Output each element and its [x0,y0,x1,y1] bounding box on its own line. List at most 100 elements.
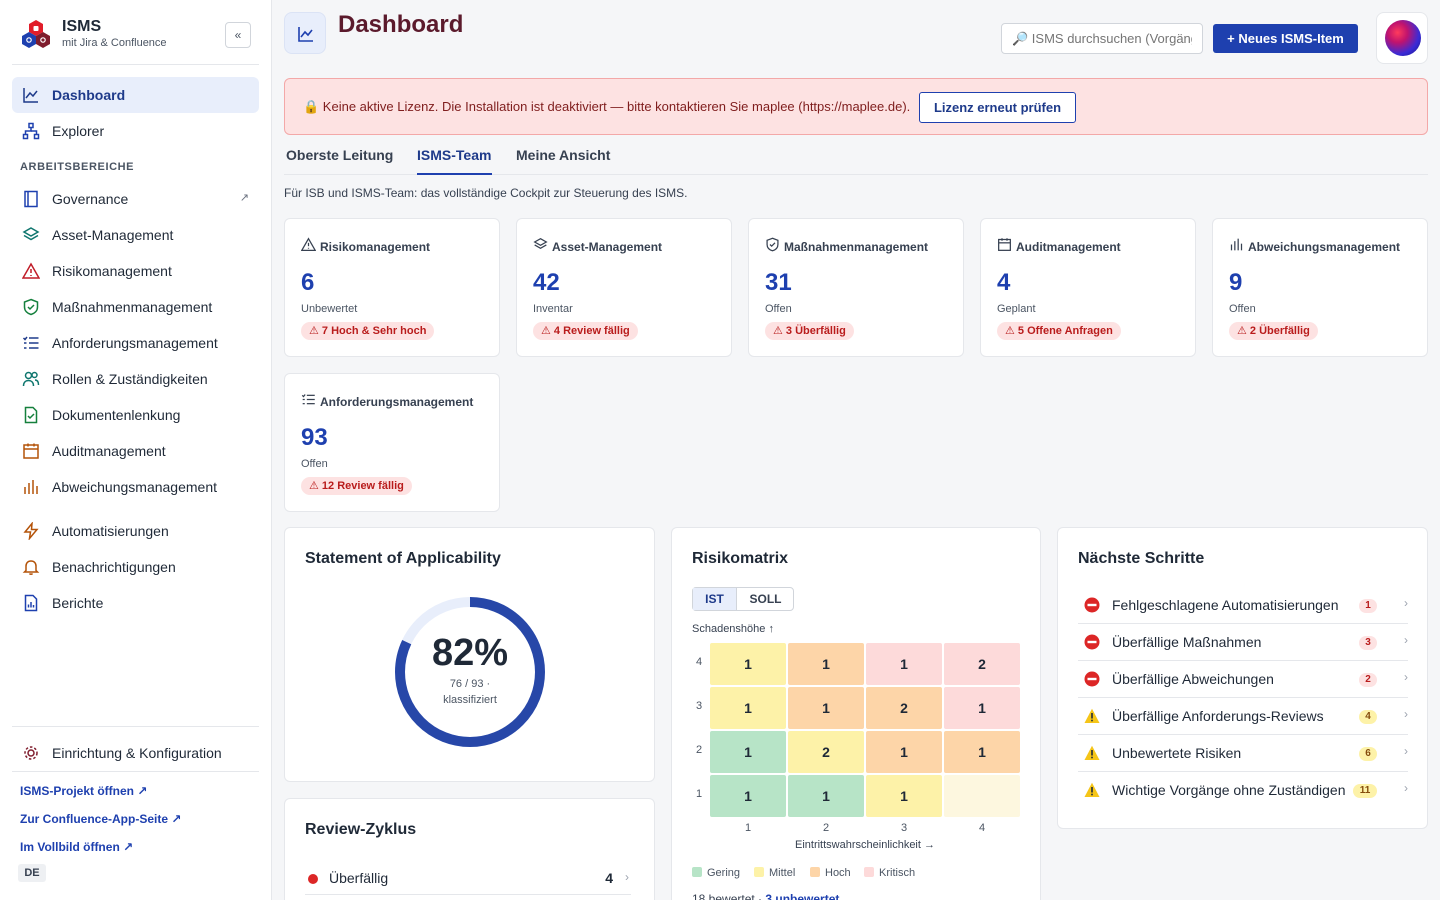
count-badge: 6 [1359,747,1377,761]
new-isms-item-button[interactable]: + Neues ISMS-Item [1213,24,1358,53]
legend-label: Kritisch [879,867,916,879]
risk-cell[interactable]: 1 [710,775,786,817]
link-open-isms-project[interactable]: ISMS-Projekt öffnen ↗ [20,784,148,798]
sidebar-item-benachrichtigungen[interactable]: Benachrichtigungen [12,549,259,585]
tab-oberste-leitung[interactable]: Oberste Leitung [286,147,394,163]
sidebar-item-automatisierungen[interactable]: Automatisierungen [12,513,259,549]
book-icon [22,190,40,208]
toggle-soll[interactable]: SOLL [749,592,782,606]
sidebar-item-asset-management[interactable]: Asset-Management [12,217,259,253]
kpi-value: 4 [997,269,1011,296]
sitemap-icon [22,122,40,140]
chevron-right-icon: › [1404,596,1408,610]
x-axis-label: Eintrittswahrscheinlichkeit → [795,839,935,851]
risk-cell[interactable] [944,775,1020,817]
risk-cell[interactable]: 1 [710,643,786,685]
risk-cell[interactable]: 1 [788,687,864,729]
kpi-card-risikomanagement[interactable]: Risikomanagement 6 Unbewertet ⚠ 7 Hoch & Se… [284,218,500,357]
bell-icon [22,558,40,576]
user-menu[interactable] [1376,12,1428,64]
chevron-right-icon: › [625,870,629,884]
next-step-row[interactable]: Überfällige Maßnahmen 3 › [1078,624,1408,661]
gear-icon [22,744,40,762]
kpi-card-maßnahmenmanagement[interactable]: Maßnahmenmanagement 31 Offen ⚠ 3 Überfällig [748,218,964,357]
sidebar-item-governance[interactable]: Governance ↗ [12,181,259,217]
external-link-icon: ↗ [239,192,249,204]
shield-check-icon [22,298,40,316]
sidebar-item-explorer[interactable]: Explorer [12,113,259,149]
kpi-title: Risikomanagement [320,240,431,254]
risk-cell[interactable]: 1 [788,775,864,817]
risk-matrix-footer: 18 bewertet · 3 unbewertet [692,892,839,900]
sidebar-item-auditmanagement[interactable]: Auditmanagement [12,433,259,469]
toggle-ist[interactable]: IST [693,588,737,610]
sidebar-item-dokumentenlenkung[interactable]: Dokumentenlenkung [12,397,259,433]
layers-icon [533,237,548,252]
sidebar-item-dashboard[interactable]: Dashboard [12,77,259,113]
risk-cell[interactable]: 2 [866,687,942,729]
kpi-alert-badge: ⚠ 7 Hoch & Sehr hoch [301,322,435,340]
avatar [1385,20,1421,56]
no-entry-icon [1084,597,1100,613]
link-open-fullscreen[interactable]: Im Vollbild öffnen ↗ [20,840,134,854]
kpi-alert-badge: ⚠ 12 Review fällig [301,477,412,495]
next-step-row[interactable]: Unbewertete Risiken 6 › [1078,735,1408,772]
count-badge: 2 [1359,673,1377,687]
users-icon [22,370,40,388]
next-step-row[interactable]: Überfällige Anforderungs-Reviews 4 › [1078,698,1408,735]
sidebar-item-rollen-zuständigkeiten[interactable]: Rollen & Zuständigkeiten [12,361,259,397]
panel-title: Nächste Schritte [1078,550,1205,567]
kpi-card-abweichungsmanagement[interactable]: Abweichungsmanagement 9 Offen ⚠ 2 Überfälli… [1212,218,1428,357]
warning-icon [1084,782,1100,798]
risk-cell[interactable]: 1 [710,687,786,729]
review-row-label: Überfällig [329,870,389,886]
kpi-card-anforderungsmanagement[interactable]: Anforderungsmanagement 93 Offen ⚠ 12 Review… [284,373,500,512]
risk-cell[interactable]: 1 [944,687,1020,729]
dashboard-header-icon [284,12,326,54]
language-switch[interactable]: DE [18,864,46,882]
kpi-title: Maßnahmenmanagement [784,240,929,254]
risk-cell[interactable]: 1 [866,643,942,685]
chevron-right-icon: › [1404,744,1408,758]
no-entry-icon [1084,634,1100,650]
tab-isms-team[interactable]: ISMS-Team [417,147,492,163]
kpi-value: 93 [301,424,328,451]
risk-cell[interactable]: 1 [788,643,864,685]
x-tick-label: 1 [745,822,752,834]
next-step-label: Überfällige Abweichungen [1112,671,1274,687]
recheck-license-button[interactable]: Lizenz erneut prüfen [919,92,1076,123]
soa-panel: Statement of Applicability 82% 76 / 93 ·… [284,527,655,782]
next-step-label: Überfällige Maßnahmen [1112,634,1262,650]
kpi-card-asset-management[interactable]: Asset-Management 42 Inventar ⚠ 4 Review fäl… [516,218,732,357]
sidebar-item-anforderungsmanagement[interactable]: Anforderungsmanagement [12,325,259,361]
tab-meine-ansicht[interactable]: Meine Ansicht [516,147,611,163]
next-step-row[interactable]: Wichtige Vorgänge ohne Zuständigen 11 › [1078,772,1408,809]
sidebar-item-abweichungsmanagement[interactable]: Abweichungsmanagement [12,469,259,505]
sidebar: ISMS mit Jira & Confluence « Dashboard Ex… [0,0,272,900]
search-input[interactable] [1001,23,1203,54]
risk-cell[interactable]: 1 [866,731,942,773]
sidebar-item-maßnahmenmanagement[interactable]: Maßnahmenmanagement [12,289,259,325]
risk-cell[interactable]: 2 [788,731,864,773]
soa-gauge [395,597,545,747]
sidebar-item-berichte[interactable]: Berichte [12,585,259,621]
legend-label: Gering [707,867,741,879]
risk-cell[interactable]: 1 [710,731,786,773]
sidebar-item-settings[interactable]: Einrichtung & Konfiguration [12,735,259,771]
active-tab-indicator [417,173,492,175]
sidebar-item-risikomanagement[interactable]: Risikomanagement [12,253,259,289]
brand[interactable]: ISMS mit Jira & Confluence [20,16,260,56]
risk-cell[interactable]: 1 [944,731,1020,773]
calendar-icon [22,442,40,460]
next-step-row[interactable]: Überfällige Abweichungen 2 › [1078,661,1408,698]
link-confluence-app-page[interactable]: Zur Confluence-App-Seite ↗ [20,812,182,826]
kpi-card-auditmanagement[interactable]: Auditmanagement 4 Geplant ⚠ 5 Offene Anfrag… [980,218,1196,357]
unrated-link[interactable]: 3 unbewertet [765,892,840,900]
sidebar-item-label: Auditmanagement [52,443,166,459]
review-row-overdue[interactable]: Überfällig 4 › [305,865,631,895]
next-step-row[interactable]: Fehlgeschlagene Automatisierungen 1 › [1078,587,1408,624]
risk-cell[interactable]: 2 [944,643,1020,685]
risk-cell[interactable]: 1 [866,775,942,817]
collapse-sidebar-button[interactable]: « [225,22,251,48]
